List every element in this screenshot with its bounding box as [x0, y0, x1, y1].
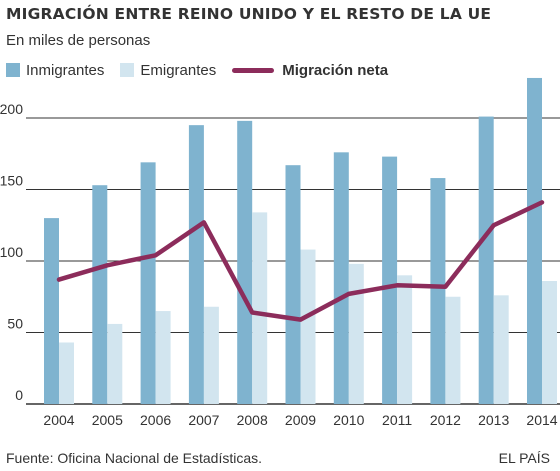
x-tick-label: 2009: [285, 412, 316, 428]
bar-immigrants-2007: [188, 125, 204, 405]
x-tick-label: 2012: [430, 412, 461, 428]
x-tick-label: 2014: [526, 412, 557, 428]
y-tick-label: 0: [15, 387, 23, 403]
bar-emigrants-2012: [445, 296, 461, 404]
x-tick-label: 2008: [237, 412, 268, 428]
bar-immigrants-2011: [382, 156, 398, 404]
x-tick-label: 2004: [43, 412, 74, 428]
y-tick-label: 50: [7, 316, 23, 332]
bars: [44, 77, 557, 405]
bar-emigrants-2014: [542, 281, 557, 404]
legend-emigrants: Emigrantes: [120, 62, 216, 79]
x-tick-label: 2013: [478, 412, 509, 428]
x-tick-label: 2006: [140, 412, 171, 428]
legend-emigrants-swatch: [120, 63, 135, 77]
y-tick-label: 100: [0, 244, 23, 260]
legend-net-label: Migración neta: [282, 61, 389, 79]
brand-logo: EL PAÍS: [498, 450, 550, 466]
chart-title: MIGRACIÓN ENTRE REINO UNIDO Y EL RESTO D…: [6, 5, 492, 23]
bar-immigrants-2008: [237, 120, 253, 405]
x-tick-label: 2007: [188, 412, 219, 428]
bar-emigrants-2007: [203, 306, 219, 404]
bar-emigrants-2006: [155, 311, 171, 404]
source-note: Fuente: Oficina Nacional de Estadísticas…: [6, 450, 263, 466]
bar-immigrants-2005: [92, 185, 108, 404]
legend-net-swatch: [232, 67, 275, 73]
x-tick-label: 2005: [92, 412, 123, 428]
bar-immigrants-2014: [527, 77, 542, 405]
legend: Inmigrantes Emigrantes Migración neta: [6, 60, 404, 80]
legend-emigrants-label: Emigrantes: [140, 61, 217, 79]
bar-immigrants-2004: [44, 218, 59, 404]
bar-immigrants-2012: [430, 178, 446, 404]
bar-emigrants-2005: [107, 323, 123, 404]
bar-immigrants-2009: [285, 165, 301, 404]
bar-immigrants-2010: [333, 152, 349, 404]
legend-immigrants: Inmigrantes: [6, 62, 104, 79]
bar-emigrants-2010: [348, 263, 364, 404]
y-tick-label: 150: [0, 173, 23, 189]
legend-immigrants-swatch: [6, 63, 20, 77]
bar-emigrants-2008: [252, 212, 268, 404]
legend-net: Migración neta: [232, 62, 388, 79]
net-migration-line-group: [56, 200, 545, 322]
y-tick-label: 200: [0, 101, 23, 117]
bar-immigrants-2006: [140, 162, 156, 404]
bar-emigrants-2004: [59, 342, 74, 404]
legend-immigrants-label: Inmigrantes: [26, 61, 105, 79]
axis-labels: 0 50 100 150 200 2004 2005 2006 2007 2008 2009 2010…: [0, 101, 558, 428]
bar-emigrants-2013: [493, 295, 509, 404]
bar-emigrants-2011: [397, 275, 413, 404]
x-tick-label: 2011: [382, 412, 412, 428]
x-tick-label: 2010: [333, 412, 364, 428]
chart-subtitle: En miles de personas: [6, 32, 151, 49]
bar-immigrants-2013: [478, 116, 494, 404]
bar-emigrants-2009: [300, 249, 316, 404]
